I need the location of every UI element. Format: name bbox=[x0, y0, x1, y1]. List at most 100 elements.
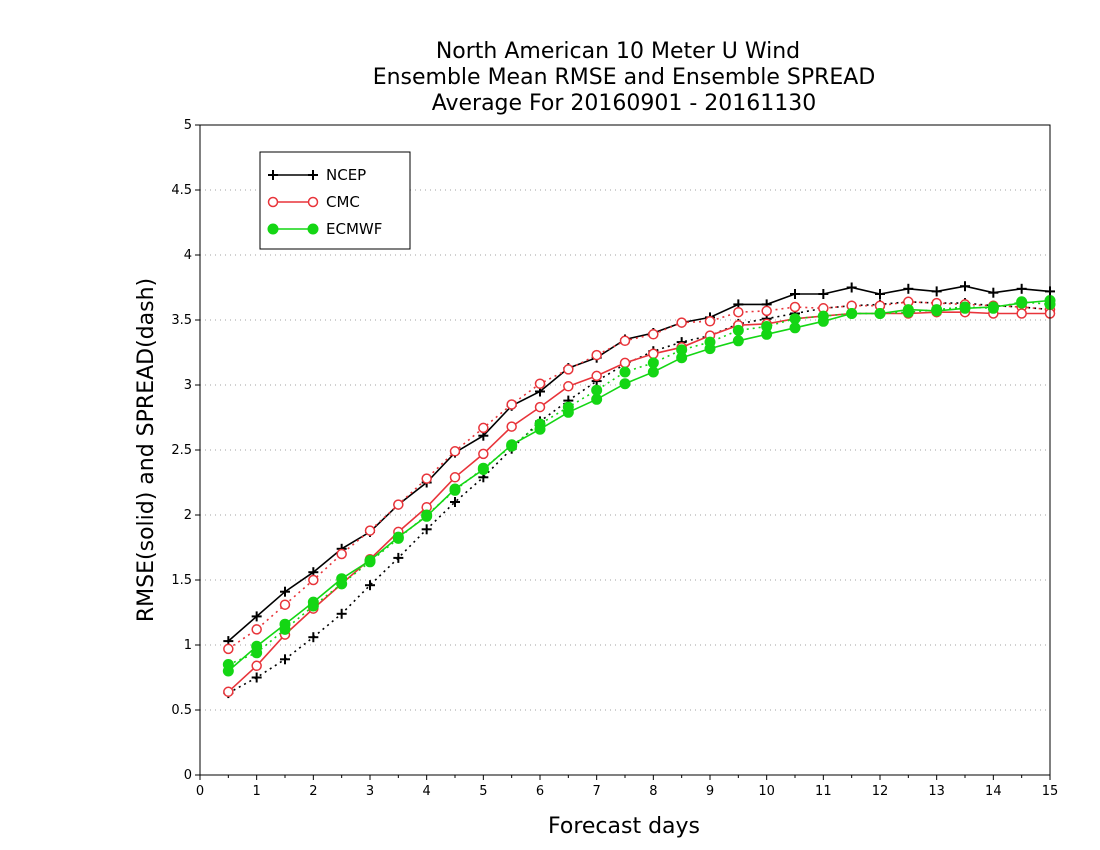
legend-marker-cmc bbox=[307, 196, 319, 208]
cmc-rmse-point bbox=[591, 370, 602, 382]
y-tick-label: 2.5 bbox=[171, 443, 192, 458]
cmc-spread-point bbox=[619, 335, 631, 347]
chart-title: North American 10 Meter U Wind Ensemble … bbox=[373, 39, 876, 116]
ecmwf-rmse-point bbox=[902, 304, 914, 316]
legend-box bbox=[259, 151, 411, 250]
ecmwf-rmse-point bbox=[251, 640, 263, 652]
cmc-spread-point bbox=[308, 574, 319, 586]
cmc-spread-point bbox=[761, 305, 772, 317]
ecmwf-rmse-point bbox=[959, 302, 971, 314]
chart-title-line-2: Ensemble Mean RMSE and Ensemble SPREAD bbox=[373, 65, 876, 90]
y-tick-label: 3.5 bbox=[171, 313, 192, 328]
x-tick-label: 0 bbox=[196, 784, 204, 799]
x-tick-label: 14 bbox=[985, 784, 1002, 799]
ecmwf-rmse-point bbox=[506, 439, 518, 451]
ecmwf-rmse-point bbox=[987, 301, 999, 313]
cmc-rmse-point bbox=[506, 421, 517, 432]
y-axis-label: RMSE(solid) and SPREAD(dash) bbox=[134, 278, 159, 622]
cmc-rmse-point bbox=[251, 660, 262, 672]
y-tick-label: 0.5 bbox=[171, 703, 192, 718]
legend-marker-ncep bbox=[268, 170, 278, 180]
ncep-spread-point bbox=[421, 524, 432, 535]
ecmwf-rmse-point bbox=[676, 352, 688, 364]
ecmwf-rmse-point bbox=[421, 510, 433, 522]
ecmwf-rmse-point bbox=[619, 378, 631, 390]
x-tick-label: 1 bbox=[253, 784, 261, 799]
y-tick-label: 3 bbox=[184, 378, 192, 393]
cmc-rmse-point bbox=[223, 686, 234, 698]
cmc-spread-point bbox=[733, 306, 744, 318]
legend-marker-ecmwf bbox=[267, 223, 279, 235]
cmc-rmse-point bbox=[449, 472, 461, 483]
x-tick-label: 3 bbox=[366, 784, 374, 799]
y-tick-label: 0 bbox=[184, 768, 192, 783]
ecmwf-rmse-point bbox=[222, 665, 234, 677]
x-tick-label: 15 bbox=[1042, 784, 1059, 799]
ecmwf-spread-point bbox=[591, 384, 603, 396]
chart-title-line-1: North American 10 Meter U Wind bbox=[436, 39, 800, 64]
ncep-rmse-point bbox=[875, 289, 885, 299]
cmc-spread-point bbox=[251, 624, 262, 635]
cmc-spread-point bbox=[393, 499, 404, 510]
ecmwf-rmse-point bbox=[874, 308, 886, 319]
ecmwf-spread-point bbox=[619, 366, 631, 378]
x-tick-label: 7 bbox=[593, 784, 601, 799]
y-tick-label: 2 bbox=[184, 508, 192, 523]
legend-label-ecmwf: ECMWF bbox=[326, 220, 382, 238]
legend-marker-ecmwf bbox=[307, 223, 319, 235]
ecmwf-rmse-point bbox=[534, 423, 546, 435]
ncep-spread-point bbox=[450, 497, 460, 507]
ecmwf-spread-point bbox=[789, 313, 801, 325]
ecmwf-rmse-point bbox=[591, 393, 603, 405]
ecmwf-rmse-point bbox=[1016, 297, 1028, 309]
ncep-rmse-point bbox=[960, 281, 970, 292]
ecmwf-rmse-point bbox=[364, 555, 376, 566]
cmc-spread-point bbox=[676, 317, 687, 328]
x-tick-label: 2 bbox=[309, 784, 317, 799]
ecmwf-rmse-point bbox=[647, 366, 659, 378]
cmc-spread-point bbox=[704, 316, 716, 327]
cmc-rmse-point bbox=[1016, 308, 1027, 319]
ncep-rmse-point bbox=[903, 283, 914, 294]
cmc-spread-point bbox=[478, 422, 489, 434]
cmc-rmse-point bbox=[648, 348, 659, 360]
cmc-spread-point bbox=[506, 399, 517, 410]
ncep-rmse-point bbox=[931, 286, 942, 297]
x-tick-label: 4 bbox=[423, 784, 431, 799]
cmc-spread-point bbox=[336, 548, 347, 560]
x-tick-label: 13 bbox=[928, 784, 945, 799]
x-tick-label: 8 bbox=[649, 784, 657, 799]
ecmwf-rmse-point bbox=[336, 573, 348, 585]
axis-ticks: 00.511.522.533.544.550 1 2 3 4 5 6 7 8 9 10 11 12 13 1… bbox=[171, 118, 1058, 799]
ecmwf-spread-point bbox=[647, 357, 659, 369]
y-tick-label: 1.5 bbox=[171, 573, 192, 588]
cmc-rmse-point bbox=[563, 381, 574, 392]
y-tick-label: 4 bbox=[184, 248, 192, 263]
ecmwf-rmse-point bbox=[562, 406, 574, 418]
cmc-rmse-point bbox=[619, 357, 631, 369]
ecmwf-rmse-point bbox=[307, 596, 319, 608]
x-tick-label: 12 bbox=[872, 784, 889, 799]
ecmwf-rmse-point bbox=[761, 328, 773, 340]
cmc-spread-point bbox=[534, 378, 546, 389]
ecmwf-rmse-point bbox=[789, 322, 801, 334]
ncep-rmse-point bbox=[846, 282, 857, 293]
ncep-rmse-point bbox=[790, 289, 800, 299]
cmc-spread-point bbox=[648, 329, 659, 340]
x-tick-label: 6 bbox=[536, 784, 544, 799]
legend-label-ncep: NCEP bbox=[326, 166, 366, 184]
cmc-rmse-point bbox=[534, 401, 546, 413]
cmc-spread-point bbox=[223, 643, 234, 655]
ecmwf-rmse-point bbox=[846, 308, 858, 319]
ncep-rmse-point bbox=[280, 586, 290, 597]
x-tick-label: 5 bbox=[479, 784, 487, 799]
x-axis-label: Forecast days bbox=[548, 814, 700, 839]
ncep-rmse-point bbox=[818, 289, 829, 299]
ecmwf-rmse-point bbox=[931, 305, 943, 317]
ncep-spread-point bbox=[251, 672, 262, 683]
series-layer bbox=[222, 281, 1056, 699]
x-tick-label: 9 bbox=[706, 784, 714, 799]
cmc-spread-point bbox=[563, 364, 574, 375]
ncep-spread-point bbox=[280, 654, 290, 665]
